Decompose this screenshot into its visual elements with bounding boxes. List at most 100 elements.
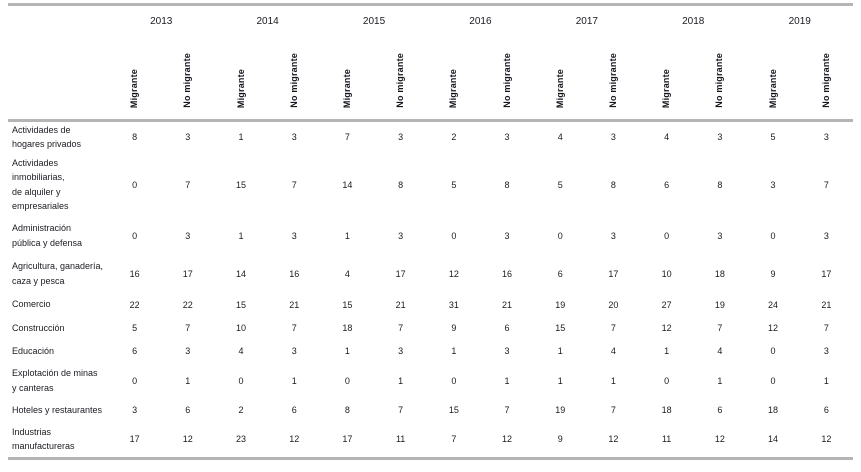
cell-value: 7 [427,421,481,460]
year-header: 2016 [469,15,492,27]
cell-value: 31 [448,299,459,310]
cell-value: 7 [185,323,191,333]
cell-value: 12 [448,268,459,279]
cell-value: 0 [664,230,670,241]
cell-value: 7 [398,405,404,415]
row-label: Administración pública y defensa [12,223,83,248]
table-row: Agricultura, ganadería, caza y pesca 16 17… [8,255,853,293]
cell-value: 8 [717,179,723,190]
cell-value: 22 [129,299,140,310]
year-header: 2015 [362,15,386,27]
subheader-no-migrante: No migrante [607,53,618,108]
cell-value: 21 [821,299,832,310]
cell-value: 7 [610,323,616,333]
cell-value: 1 [344,230,350,241]
cell-value: 6 [504,323,510,333]
cell-value: 7 [344,132,350,143]
cell-value: 17 [320,421,375,460]
cell-value: 21 [289,299,300,310]
cell-value: 1 [557,375,563,386]
cell-value: 0 [132,179,138,190]
year-header: 2017 [575,15,598,27]
year-header: 2019 [788,15,811,27]
cell-value: 5 [770,132,776,143]
cell-value: 6 [557,268,563,279]
cell-value: 11 [374,421,428,460]
table-row: Actividades de hogares privados 8 3 1 3 7 3 2 3 4… [8,121,853,153]
cell-value: 5 [132,323,138,333]
subheader-migrante: Migrante [129,68,140,108]
cell-value: 3 [717,132,723,143]
cell-value: 1 [504,375,510,386]
cell-value: 6 [185,405,191,415]
cell-value: 8 [398,179,404,190]
migrant-activity-table: 2013 2014 2015 2016 2017 2018 2019 Migrante No m… [8,3,853,460]
cell-value: 0 [238,375,244,386]
cell-value: 7 [717,323,723,333]
cell-value: 7 [504,405,510,415]
cell-value: 7 [398,323,404,333]
subheader-migrante: Migrante [235,68,246,108]
cell-value: 0 [451,230,457,241]
cell-value: 3 [504,230,510,241]
cell-value: 9 [451,323,457,333]
cell-value: 11 [640,421,694,460]
cell-value: 3 [398,346,404,356]
row-label: Comercio [12,299,51,310]
subheader-cell: No migrante [799,36,853,122]
cell-value: 19 [714,299,725,310]
table-body: Actividades de hogares privados 8 3 1 3 7 3 2 3 4… [8,121,853,460]
cell-value: 4 [344,268,350,279]
cell-value: 1 [344,346,350,356]
year-header: 2018 [682,15,705,27]
row-label: Explotación de minas y canteras [12,368,98,393]
cell-value: 3 [398,230,404,241]
cell-value: 16 [289,268,300,279]
cell-value: 1 [717,375,723,386]
cell-value: 1 [185,375,191,386]
cell-value: 12 [267,421,321,460]
cell-value: 21 [395,299,406,310]
cell-value: 1 [664,346,670,356]
cell-value: 18 [768,405,779,415]
cell-value: 22 [182,299,193,310]
cell-value: 3 [770,179,776,190]
cell-value: 12 [480,421,534,460]
subheader-no-migrante: No migrante [288,53,299,108]
subheader-migrante: Migrante [448,68,459,108]
subheader-cell: Migrante [533,36,587,122]
table-row: Hoteles y restaurantes 3 6 2 6 8 7 15 7 19 7 18 6 18 6 [8,399,853,422]
cell-value: 3 [185,346,191,356]
row-label: Construcción [12,322,65,333]
corner-cell [8,4,108,122]
cell-value: 8 [610,179,616,190]
cell-value: 18 [661,405,672,415]
subheader-no-migrante: No migrante [820,53,831,108]
table-row: Actividades inmobiliarias, de alquiler y… [8,153,853,217]
subheader-cell: No migrante [374,36,428,122]
cell-value: 1 [451,346,457,356]
table-row: Administración pública y defensa 0 3 1 3 1 3 0 3… [8,217,853,255]
cell-value: 19 [555,299,566,310]
cell-value: 0 [770,346,776,356]
row-label: Educación [12,345,55,356]
cell-value: 4 [238,346,244,356]
cell-value: 15 [555,323,566,333]
cell-value: 8 [504,179,510,190]
cell-value: 3 [823,230,829,241]
cell-value: 17 [608,268,619,279]
cell-value: 1 [238,132,244,143]
cell-value: 7 [291,323,297,333]
cell-value: 12 [161,421,215,460]
cell-value: 1 [823,375,829,386]
subheader-migrante: Migrante [767,68,778,108]
table-row: Educación 6 3 4 3 1 3 1 3 1 4 1 4 0 3 [8,340,853,363]
cell-value: 3 [291,230,297,241]
cell-value: 3 [291,346,297,356]
subheader-cell: No migrante [480,36,534,122]
cell-value: 1 [610,375,616,386]
cell-value: 3 [185,132,191,143]
cell-value: 27 [661,299,672,310]
table-row: Industrias manufactureras 17 12 23 12 17 11 7 12… [8,421,853,460]
cell-value: 4 [664,132,670,143]
